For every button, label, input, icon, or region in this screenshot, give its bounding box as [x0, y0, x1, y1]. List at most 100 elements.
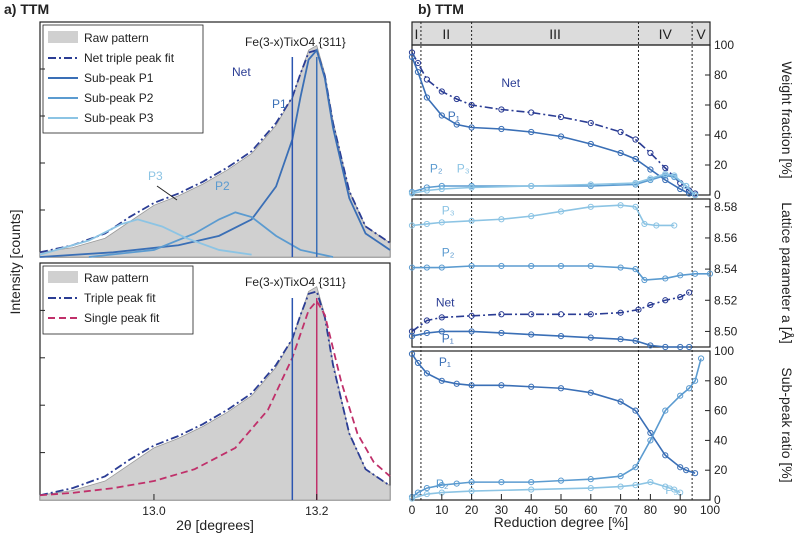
plot-b_lattice: 8.50 8.52 8.54 8.56 8.58 P₃ P₂ Net P₁	[408, 200, 738, 351]
point-b_lattice-p2	[677, 272, 684, 279]
point-b_lattice-net	[635, 306, 642, 313]
x-tick-label-b: 10	[435, 503, 449, 517]
point-b_ratio-p2	[632, 464, 639, 471]
point-b_lattice-net	[498, 311, 505, 318]
point-b_lattice-p2	[632, 266, 639, 273]
point-b_ratio-p2	[438, 482, 445, 489]
point-b_ratio-p1	[468, 382, 475, 389]
point-b_lattice-p3	[498, 216, 505, 223]
peak-label-p1: P1	[272, 97, 287, 111]
point-b_ratio-p1	[647, 429, 654, 437]
point-b_lattice-p3	[468, 217, 475, 224]
point-b_weight-p1	[662, 176, 669, 184]
point-b_weight-net	[647, 149, 654, 157]
legend-swatch-raw-bottom	[48, 271, 78, 283]
panel-a-top: Raw pattern Net triple peak fit Sub-peak…	[39, 21, 391, 258]
series-b_lattice-p2	[412, 265, 710, 281]
point-b_lattice-p3	[408, 222, 416, 229]
point-b_ratio-p2	[662, 407, 669, 414]
point-b_lattice-p1	[662, 343, 669, 351]
region-label-V: V	[696, 26, 706, 42]
legend-sub-peak-p3: Sub-peak P3	[84, 111, 154, 125]
point-b_lattice-p2	[557, 262, 565, 270]
point-b_lattice-p1	[468, 328, 475, 335]
series-label-b_ratio-p2: P₂	[436, 477, 449, 491]
panel-b-weight-frame	[411, 44, 711, 196]
point-b_lattice-p3	[617, 202, 624, 209]
y-axis-label-a: Intensity [counts]	[7, 209, 23, 314]
point-b_weight-p3	[528, 182, 535, 190]
point-b_weight-p1	[632, 155, 639, 163]
y-tick-label-b_ratio: 20	[714, 463, 728, 477]
point-b_lattice-p2	[617, 264, 624, 271]
point-b_ratio-p2	[557, 477, 565, 484]
y-tick-label-b_lattice: 8.56	[714, 231, 738, 245]
point-b_lattice-p3	[653, 222, 660, 229]
point-b_lattice-p1	[408, 332, 416, 340]
series-b_weight-p1	[411, 56, 696, 196]
series-sub-peak-p1	[39, 48, 391, 258]
point-b_lattice-p2	[528, 262, 535, 270]
legend-raw-pattern-bottom: Raw pattern	[84, 271, 149, 285]
point-b_ratio-p2	[423, 484, 430, 492]
point-b_weight-p1	[557, 133, 565, 140]
point-b_weight-p3	[692, 191, 699, 199]
point-b_lattice-p2	[706, 270, 714, 277]
point-b_lattice-p1	[647, 342, 654, 349]
x-tick-label-b: 60	[584, 503, 598, 517]
point-b_weight-p1	[498, 125, 505, 133]
series-b_ratio-p2	[411, 358, 702, 498]
x-tick-label-b: 100	[700, 503, 720, 517]
point-b_lattice-net	[587, 311, 594, 318]
y-tick-label-b_weight: 40	[714, 128, 728, 142]
panel-a-bottom: Raw pattern Triple peak fit Single peak …	[7, 68, 391, 533]
y-tick-label-b_ratio: 100	[714, 344, 734, 358]
point-b_weight-net	[662, 164, 669, 172]
point-b_ratio-p2	[617, 473, 624, 480]
point-b_lattice-net	[468, 312, 475, 319]
x-axis-label-b: Reduction degree [%]	[494, 514, 629, 530]
y-tick-label-b_weight: 20	[714, 158, 728, 172]
point-b_ratio-p2	[587, 476, 594, 483]
point-b_weight-p1	[686, 190, 693, 197]
series-b_weight-net	[411, 52, 696, 195]
x-axis-label-a: 2θ [degrees]	[176, 517, 254, 533]
point-b_lattice-p2	[692, 270, 699, 277]
point-b_weight-p3	[632, 179, 639, 187]
plot-b_weight: 0 20 40 60 80 100 Net P₁ P₂ P₃	[408, 38, 734, 202]
point-b_weight-p1	[414, 68, 422, 76]
point-b_ratio-p1	[662, 452, 669, 459]
x-tick-label-b: 40	[525, 503, 539, 517]
legend-triple-fit: Triple peak fit	[84, 291, 156, 305]
point-b_ratio-p2	[647, 437, 654, 444]
x-tick-label-b: 90	[674, 503, 688, 517]
point-b_ratio-p3	[423, 490, 430, 498]
region-label-I: I	[415, 26, 419, 42]
point-b_lattice-net	[438, 314, 445, 321]
y-tick-label-b_weight: 0	[714, 188, 721, 202]
point-b_ratio-p1	[632, 407, 639, 414]
legend-net-fit: Net triple peak fit	[84, 51, 175, 65]
point-b_ratio-p2	[677, 392, 684, 399]
point-b_ratio-p1	[557, 385, 565, 392]
y-tick-label-b_lattice: 8.52	[714, 293, 738, 307]
point-b_lattice-net	[528, 311, 535, 318]
point-b_lattice-p1	[557, 332, 565, 340]
point-b_weight-p1	[677, 185, 684, 193]
point-b_weight-net	[528, 109, 535, 116]
peak-label-p3: P3	[148, 169, 163, 183]
point-b_weight-p1	[587, 140, 594, 148]
point-b_ratio-p2	[528, 479, 535, 486]
x-tick-label-b: 70	[614, 503, 628, 517]
point-b_lattice-p3	[641, 220, 648, 228]
point-b_weight-net	[438, 88, 445, 95]
point-b_weight-net	[423, 76, 430, 83]
point-b_lattice-net	[662, 297, 669, 304]
point-b_ratio-p3	[587, 484, 594, 492]
point-b_lattice-net	[647, 301, 654, 309]
point-b_weight-net	[408, 49, 416, 56]
point-b_lattice-p1	[632, 337, 639, 344]
point-b_lattice-net	[423, 317, 430, 324]
